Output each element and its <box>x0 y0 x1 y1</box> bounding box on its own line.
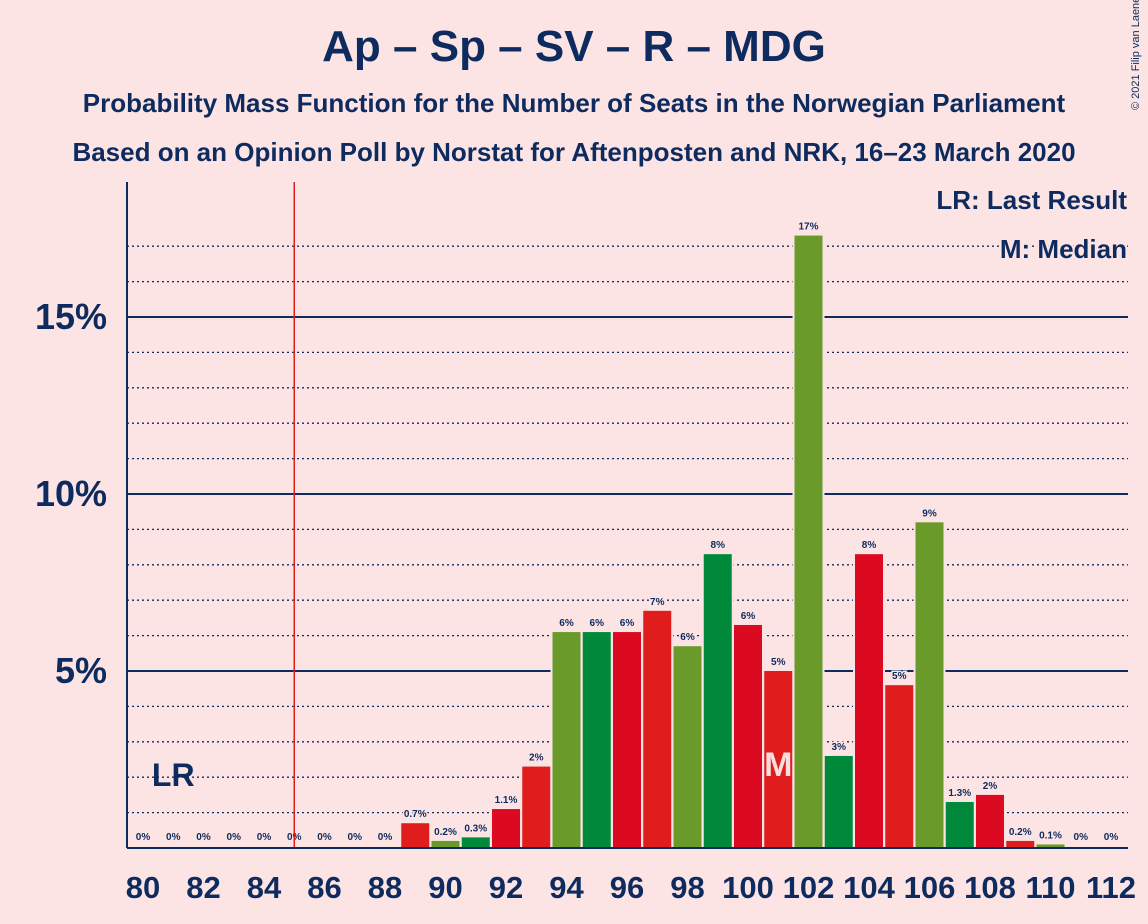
bar-value-label: 2% <box>983 781 998 792</box>
bar-93 <box>522 766 551 848</box>
bar-92 <box>492 809 520 848</box>
bar-value-label: 8% <box>862 540 877 551</box>
bar-106 <box>915 522 944 848</box>
bar-103 <box>824 755 853 848</box>
x-tick-label: 100 <box>722 870 774 905</box>
bar-value-label: 5% <box>892 671 907 682</box>
bar-value-label: 6% <box>620 618 635 629</box>
x-tick-label: 80 <box>126 870 160 905</box>
x-tick-label: 92 <box>489 870 523 905</box>
bar-value-label: 0% <box>348 832 363 843</box>
bar-value-label: 6% <box>590 618 605 629</box>
x-tick-label: 108 <box>964 870 1016 905</box>
x-tick-label: 84 <box>247 870 282 905</box>
x-tick-label: 112 <box>1086 870 1136 905</box>
bar-value-label: 17% <box>798 222 818 233</box>
bar-109 <box>1006 840 1035 848</box>
bar-99 <box>703 554 732 848</box>
y-tick-label: 5% <box>55 650 107 691</box>
bar-value-label: 0% <box>317 832 332 843</box>
bar-89 <box>401 823 430 848</box>
bar-series <box>399 233 1067 848</box>
bar-98 <box>673 646 702 848</box>
bar-91 <box>461 837 490 848</box>
bar-value-label: 0% <box>257 832 272 843</box>
bar-value-label: 0% <box>136 832 151 843</box>
bar-value-label: 0.1% <box>1039 830 1062 841</box>
bar-value-label: 8% <box>711 540 726 551</box>
bar-value-label: 0% <box>227 832 242 843</box>
bar-97 <box>643 610 672 848</box>
chart-title: Ap – Sp – SV – R – MDG <box>322 22 826 71</box>
chart-subtitle-2: Based on an Opinion Poll by Norstat for … <box>72 137 1076 167</box>
bar-value-label: 0% <box>378 832 393 843</box>
bar-value-label: 1.3% <box>948 788 971 799</box>
bar-value-label: 0.2% <box>1009 827 1032 838</box>
bar-value-label: 1.1% <box>495 795 518 806</box>
bar-94 <box>552 632 581 848</box>
bar-value-label: 6% <box>680 632 695 643</box>
bar-101 <box>764 671 793 848</box>
last-result-label: LR <box>152 757 195 793</box>
x-tick-label: 102 <box>783 870 835 905</box>
bar-107 <box>945 801 974 848</box>
y-tick-label: 15% <box>35 296 107 337</box>
bar-105 <box>885 685 914 848</box>
bar-104 <box>855 554 883 848</box>
bar-96 <box>613 632 641 848</box>
bar-value-label: 0.2% <box>434 827 457 838</box>
bar-value-label: 6% <box>559 618 574 629</box>
legend-last-result: LR: Last Result <box>936 185 1127 215</box>
bar-value-label: 0.3% <box>464 823 487 834</box>
bar-108 <box>976 794 1004 848</box>
x-tick-label: 96 <box>610 870 644 905</box>
chart-subtitle-1: Probability Mass Function for the Number… <box>82 88 1066 118</box>
legend-median: M: Median <box>1000 234 1127 264</box>
median-marker: M <box>764 746 792 784</box>
bar-100 <box>734 624 762 848</box>
x-tick-label: 94 <box>549 870 584 905</box>
y-tick-label: 10% <box>35 473 107 514</box>
x-tick-label: 106 <box>904 870 956 905</box>
tick-labels: 5% 10% 15% 80 82 84 86 88 90 92 94 96 98 100 102 104 106… <box>35 296 1136 905</box>
bar-value-label: 7% <box>650 597 665 608</box>
bar-95 <box>582 632 611 848</box>
bar-value-label: 2% <box>529 753 544 764</box>
x-tick-label: 90 <box>428 870 462 905</box>
bar-value-label: 0% <box>166 832 181 843</box>
axes <box>126 182 1128 849</box>
x-tick-label: 104 <box>843 870 895 905</box>
x-tick-label: 98 <box>670 870 704 905</box>
bar-value-labels: 0% 0% 0% 0% 0% 0% 0% 0% 0% 0.7% 0.2% 0.3% 1.1% 2% 6% 6%… <box>134 220 1120 844</box>
bar-110 <box>1036 844 1065 848</box>
legend: LR: Last Result M: Median <box>936 185 1129 266</box>
bar-value-label: 6% <box>741 611 756 622</box>
bar-value-label: 0% <box>196 832 211 843</box>
bar-value-label: 0% <box>1074 832 1089 843</box>
bar-value-label: 3% <box>832 742 847 753</box>
bar-value-label: 5% <box>771 657 786 668</box>
x-tick-label: 110 <box>1025 870 1075 905</box>
bar-102 <box>794 235 823 848</box>
bar-value-label: 9% <box>922 508 937 519</box>
bar-value-label: 0.7% <box>404 809 427 820</box>
bar-value-label: 0% <box>1104 832 1119 843</box>
x-tick-label: 82 <box>186 870 220 905</box>
bar-90 <box>431 840 460 848</box>
x-tick-label: 88 <box>368 870 402 905</box>
x-tick-label: 86 <box>307 870 341 905</box>
